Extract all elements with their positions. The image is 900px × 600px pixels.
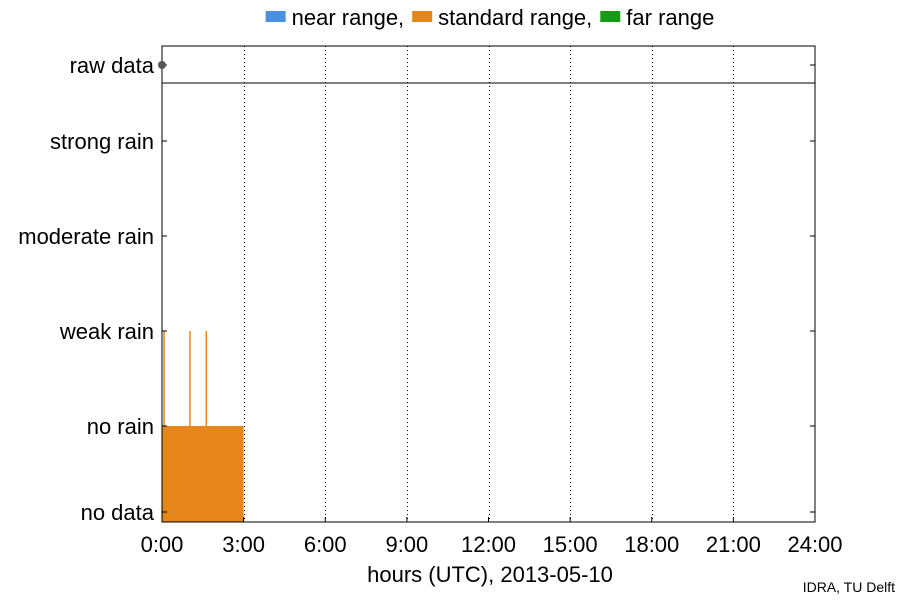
legend-label-0: near range, (292, 5, 405, 30)
raw-data-points (158, 61, 166, 69)
x-tick-label-7: 21:00 (706, 532, 761, 557)
legend: near range, standard range, far range (265, 5, 714, 30)
axis-ticks (161, 64, 816, 522)
y-label-3: moderate rain (18, 224, 154, 249)
x-tick-label-2: 6:00 (304, 532, 347, 557)
bar-0-0 (162, 426, 244, 522)
x-tick-label-5: 15:00 (543, 532, 598, 557)
legend-swatch-2 (600, 11, 621, 22)
legend-label-2: far range (626, 5, 714, 30)
plot-frame (161, 45, 816, 523)
legend-label-1: standard range, (438, 5, 592, 30)
x-tick-label-6: 18:00 (624, 532, 679, 557)
y-label-4: strong rain (50, 129, 154, 154)
x-tick-label-4: 12:00 (461, 532, 516, 557)
x-axis-tick-labels: 0:00 3:00 6:00 9:00 12:00 15:00 18:00 21:00 24:0… (141, 532, 843, 557)
credit-label: IDRA, TU Delft (803, 579, 895, 595)
y-label-1: no rain (87, 414, 154, 439)
legend-swatch-1 (412, 11, 433, 22)
y-label-2: weak rain (59, 319, 154, 344)
x-tick-label-8: 24:00 (787, 532, 842, 557)
series-standard-range (162, 331, 244, 522)
y-axis-labels: no data no rain weak rain moderate rain stro… (18, 129, 155, 525)
bar-0-3 (205, 331, 208, 522)
x-tick-label-0: 0:00 (141, 532, 184, 557)
grid-lines (244, 46, 734, 522)
raw-data-label: raw data (70, 53, 155, 78)
x-tick-label-1: 3:00 (222, 532, 265, 557)
raw-data-point-0 (158, 61, 166, 69)
x-tick-label-3: 9:00 (385, 532, 428, 557)
x-axis-label: hours (UTC), 2013-05-10 (367, 562, 613, 587)
bar-0-2 (189, 331, 191, 522)
legend-swatch-0 (265, 11, 286, 22)
y-label-0: no data (81, 500, 155, 525)
